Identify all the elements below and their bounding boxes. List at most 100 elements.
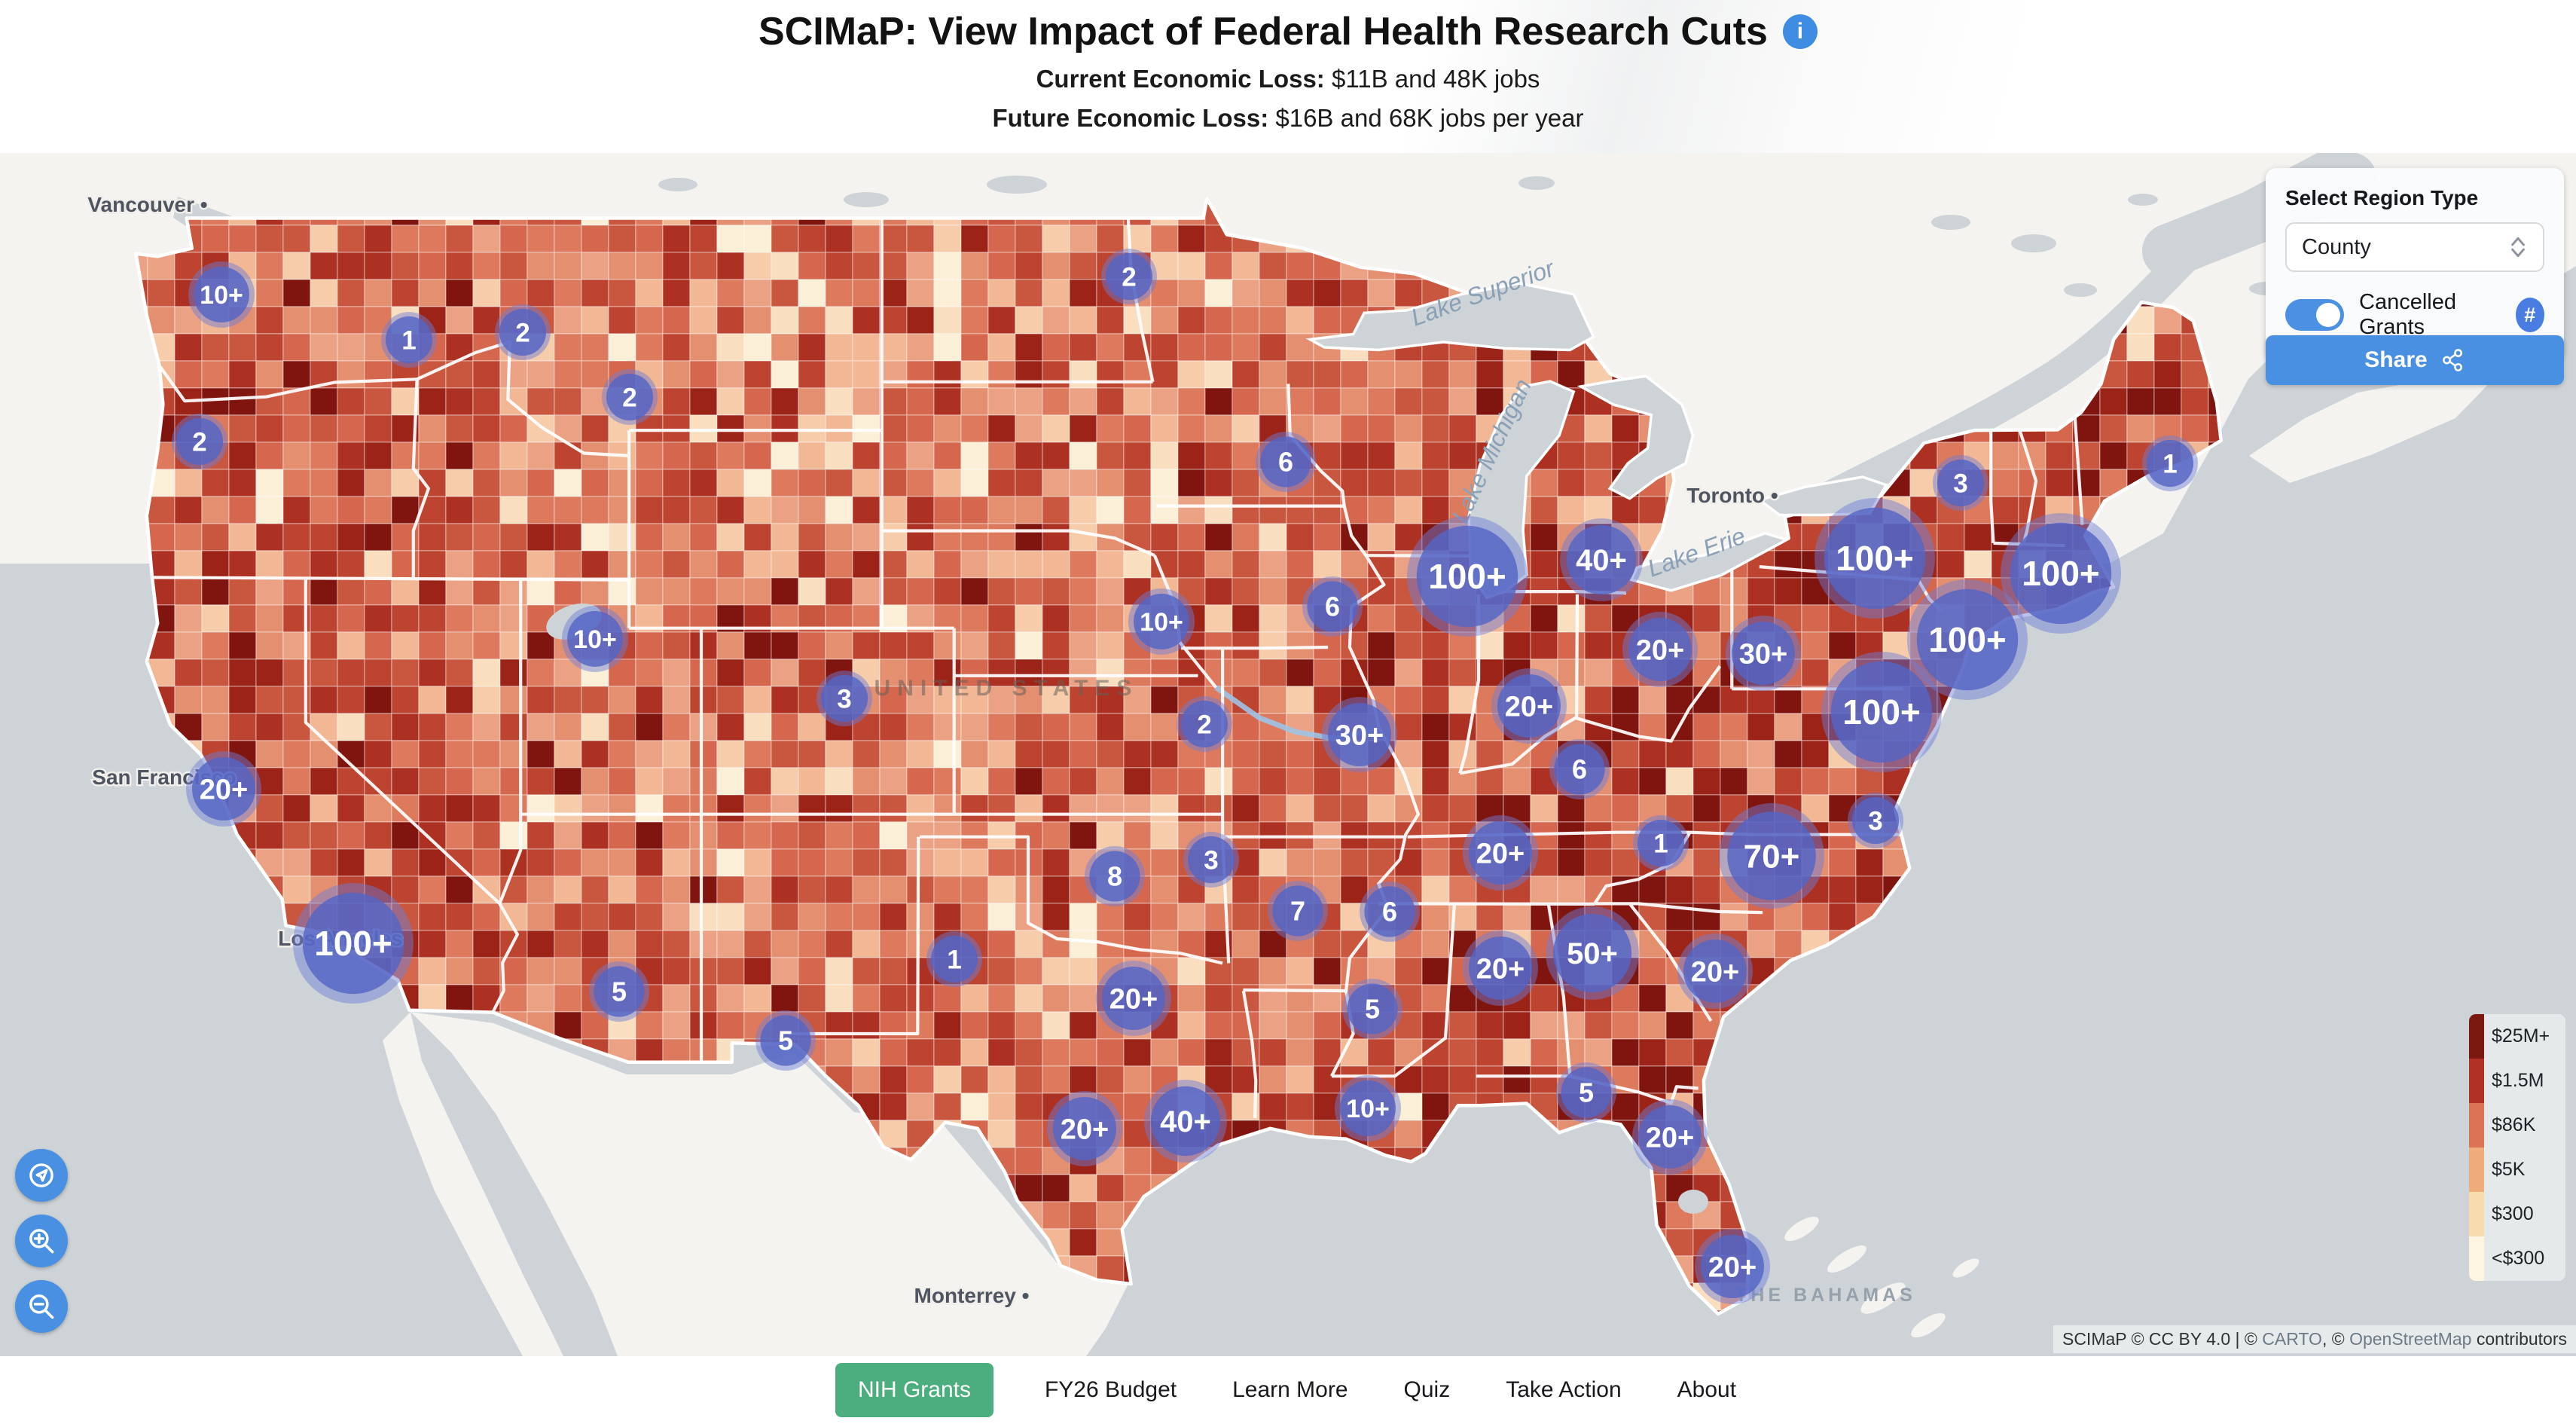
cluster-marker[interactable]: 10+ xyxy=(1128,588,1195,655)
cluster-marker[interactable]: 50+ xyxy=(1546,906,1639,1000)
nav-item-about[interactable]: About xyxy=(1673,1377,1741,1404)
svg-text:100+: 100+ xyxy=(1836,539,1914,578)
cluster-marker[interactable]: 100+ xyxy=(1821,652,1942,772)
cluster-marker[interactable]: 100+ xyxy=(1407,516,1528,637)
legend-item: $86K xyxy=(2469,1103,2565,1147)
cluster-marker[interactable]: 6 xyxy=(1256,432,1316,492)
svg-text:10+: 10+ xyxy=(1346,1095,1390,1123)
svg-text:5: 5 xyxy=(1579,1077,1594,1108)
cluster-marker[interactable]: 8 xyxy=(1085,846,1145,906)
cluster-marker[interactable]: 1 xyxy=(2142,435,2198,491)
cluster-marker[interactable]: 20+ xyxy=(1622,612,1698,687)
count-mode-badge[interactable]: # xyxy=(2515,298,2544,332)
cluster-marker[interactable]: 6 xyxy=(1360,882,1420,942)
cluster-marker[interactable]: 3 xyxy=(1933,455,1988,511)
legend-swatch xyxy=(2469,1014,2484,1059)
legend-swatch xyxy=(2469,1236,2484,1281)
map-zoom-controls xyxy=(15,1149,68,1333)
info-icon[interactable]: i xyxy=(1782,14,1818,49)
nav-item-nih-grants[interactable]: NIH Grants xyxy=(835,1363,993,1417)
svg-text:1: 1 xyxy=(2162,449,2177,478)
region-type-label: Select Region Type xyxy=(2285,186,2479,209)
region-select-value: County xyxy=(2302,234,2371,259)
cluster-marker[interactable]: 5 xyxy=(589,961,649,1022)
cluster-marker[interactable]: 100+ xyxy=(1907,579,2028,700)
cluster-marker[interactable]: 20+ xyxy=(1463,815,1538,891)
cluster-marker[interactable]: 3 xyxy=(816,671,872,726)
legend-item: $300 xyxy=(2469,1192,2565,1236)
cluster-marker[interactable]: 70+ xyxy=(1719,803,1824,909)
svg-text:30+: 30+ xyxy=(1739,638,1787,670)
svg-text:5: 5 xyxy=(778,1025,793,1056)
bottom-nav: NIH Grants FY26 Budget Learn More Quiz Take … xyxy=(0,1356,2576,1424)
nav-item-quiz[interactable]: Quiz xyxy=(1399,1377,1455,1404)
cluster-marker[interactable]: 30+ xyxy=(1322,697,1397,772)
cluster-marker[interactable]: 3 xyxy=(1183,832,1239,888)
locate-button[interactable] xyxy=(15,1149,68,1202)
cluster-marker[interactable]: 40+ xyxy=(1144,1080,1227,1163)
cluster-marker[interactable]: 100+ xyxy=(293,883,414,1004)
cluster-marker[interactable]: 20+ xyxy=(1491,668,1567,744)
cluster-marker[interactable]: 1 xyxy=(1633,815,1689,871)
legend-label: $5K xyxy=(2492,1159,2526,1180)
cluster-marker[interactable]: 6 xyxy=(1302,576,1363,637)
cluster-marker[interactable]: 40+ xyxy=(1560,518,1643,601)
zoom-out-button[interactable] xyxy=(15,1280,68,1333)
cancelled-grants-toggle[interactable] xyxy=(2285,299,2344,331)
attribution-link[interactable]: OpenStreetMap xyxy=(2349,1329,2472,1349)
svg-text:20+: 20+ xyxy=(1061,1114,1109,1145)
svg-text:100+: 100+ xyxy=(1842,692,1921,732)
cluster-marker[interactable]: 2 xyxy=(602,369,658,425)
cluster-marker[interactable]: 2 xyxy=(1177,696,1232,752)
cluster-marker[interactable]: 20+ xyxy=(1632,1099,1708,1175)
legend-label: $86K xyxy=(2492,1114,2536,1135)
nav-item-take-action[interactable]: Take Action xyxy=(1501,1377,1625,1404)
cluster-marker[interactable]: 20+ xyxy=(1463,930,1538,1006)
cluster-marker[interactable]: 6 xyxy=(1549,739,1610,799)
cluster-marker[interactable]: 5 xyxy=(1556,1062,1616,1123)
cluster-marker[interactable]: 20+ xyxy=(1096,961,1171,1036)
region-select[interactable]: County xyxy=(2285,222,2544,272)
cluster-marker[interactable]: 10+ xyxy=(1335,1075,1401,1141)
svg-text:50+: 50+ xyxy=(1567,937,1618,970)
svg-text:20+: 20+ xyxy=(1636,634,1684,666)
cluster-marker[interactable]: 2 xyxy=(495,304,551,360)
svg-text:100+: 100+ xyxy=(314,924,392,963)
header: SCIMaP: View Impact of Federal Health Re… xyxy=(0,0,2576,153)
cluster-marker[interactable]: 10+ xyxy=(562,606,628,672)
cluster-marker[interactable]: 5 xyxy=(755,1010,816,1071)
svg-text:10+: 10+ xyxy=(1140,608,1183,637)
nav-item-learn-more[interactable]: Learn More xyxy=(1228,1377,1352,1404)
cancelled-grants-label: Cancelled Grants xyxy=(2359,290,2456,339)
cluster-marker[interactable]: 20+ xyxy=(1677,934,1753,1009)
city-label: Monterrey • xyxy=(914,1284,1030,1307)
legend-label: <$300 xyxy=(2492,1248,2545,1269)
cluster-marker[interactable]: 1 xyxy=(381,312,437,368)
share-button[interactable]: Share xyxy=(2266,335,2564,385)
legend-swatch xyxy=(2469,1192,2484,1236)
cluster-marker[interactable]: 20+ xyxy=(186,751,261,827)
attribution-text: , © xyxy=(2321,1329,2350,1349)
cluster-marker[interactable]: 20+ xyxy=(1695,1229,1770,1304)
legend-item: $5K xyxy=(2469,1147,2565,1192)
city-label: Vancouver • xyxy=(87,193,207,216)
cluster-marker[interactable]: 1 xyxy=(926,931,982,987)
svg-text:2: 2 xyxy=(192,427,206,457)
nav-item-fy26-budget[interactable]: FY26 Budget xyxy=(1040,1377,1181,1404)
cluster-marker[interactable]: 30+ xyxy=(1726,616,1801,691)
legend-swatch xyxy=(2469,1059,2484,1103)
cluster-marker[interactable]: 7 xyxy=(1268,881,1328,941)
cluster-marker[interactable]: 2 xyxy=(172,414,227,469)
cluster-marker[interactable]: 5 xyxy=(1342,979,1402,1039)
cluster-marker[interactable]: 3 xyxy=(1848,793,1903,848)
cluster-marker[interactable]: 10+ xyxy=(188,261,255,328)
cluster-marker[interactable]: 100+ xyxy=(2001,513,2121,634)
attribution-link[interactable]: CARTO xyxy=(2262,1329,2322,1349)
area-label: THE BAHAMAS xyxy=(1735,1285,1916,1306)
legend-label: $25M+ xyxy=(2492,1025,2550,1047)
zoom-in-button[interactable] xyxy=(15,1215,68,1267)
cluster-marker[interactable]: 20+ xyxy=(1047,1091,1122,1166)
cluster-marker[interactable]: 2 xyxy=(1101,249,1157,304)
cluster-marker[interactable]: 100+ xyxy=(1814,498,1935,619)
